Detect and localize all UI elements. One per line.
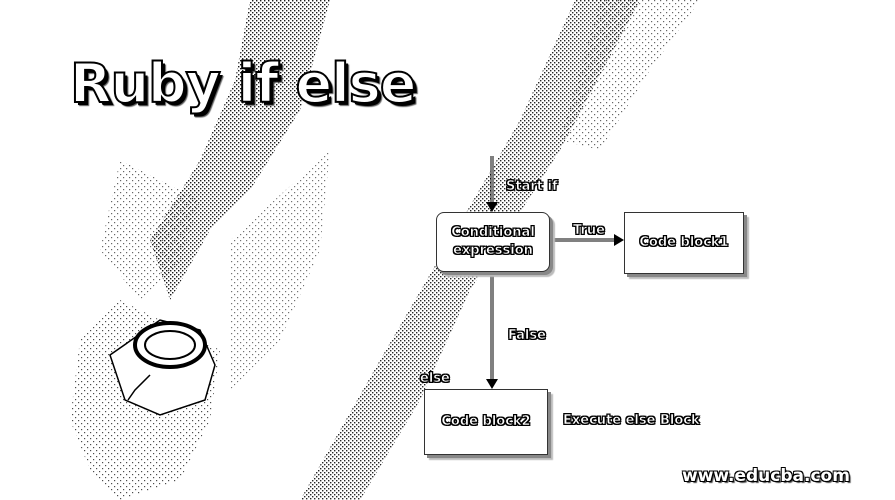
- true-arrowhead: [614, 234, 624, 246]
- start-arrowhead: [486, 202, 498, 212]
- code-block2-label: Code block2: [441, 414, 531, 430]
- code-block1-label: Code block1: [639, 235, 729, 251]
- execute-else-block-label: Execute else Block: [563, 413, 700, 429]
- website-url: www.educba.com: [682, 466, 850, 486]
- false-arrowhead: [486, 379, 498, 389]
- decorative-object-icon: [109, 319, 216, 416]
- false-label: False: [508, 328, 547, 344]
- code-block2-node: Code block2: [424, 389, 548, 455]
- conditional-expression-label: Conditional expression: [451, 225, 535, 258]
- true-label: True: [573, 223, 606, 239]
- code-block1-node: Code block1: [624, 212, 744, 274]
- page-title: Ruby if else: [69, 51, 417, 116]
- conditional-expression-node: Conditional expression: [436, 212, 550, 272]
- start-if-label: Start if: [506, 179, 558, 195]
- else-label: else: [420, 371, 450, 387]
